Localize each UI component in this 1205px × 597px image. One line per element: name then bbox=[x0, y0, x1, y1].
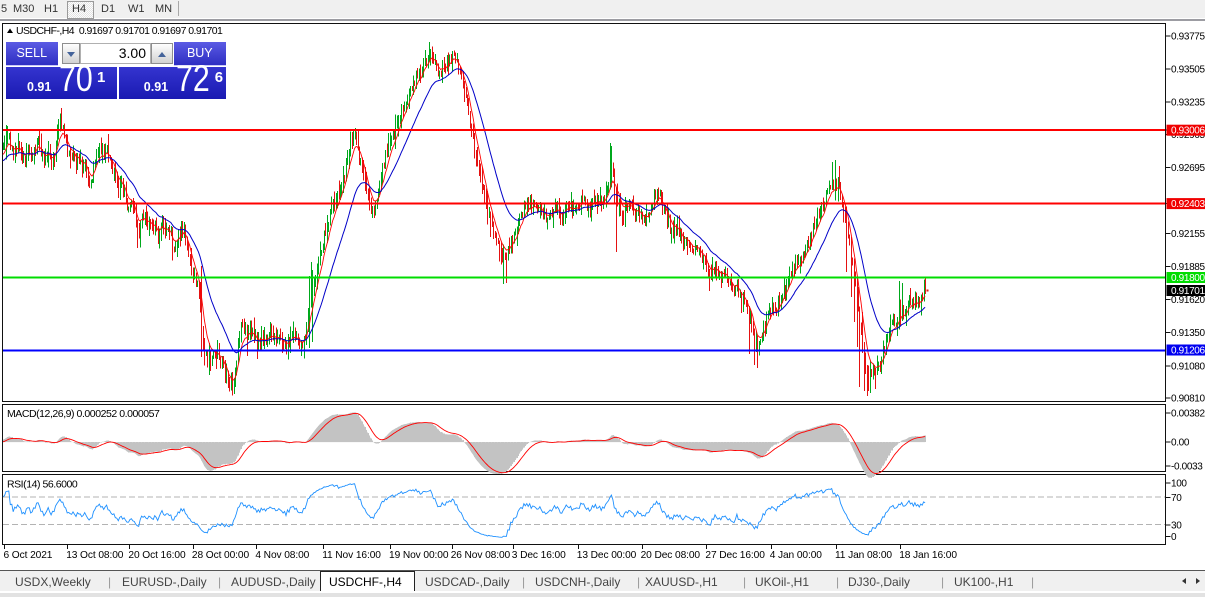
svg-text:0.92403: 0.92403 bbox=[1171, 199, 1205, 210]
svg-text:-0.0033: -0.0033 bbox=[1171, 462, 1203, 473]
svg-text:11 Jan 08:00: 11 Jan 08:00 bbox=[835, 550, 892, 561]
svg-text:0.91350: 0.91350 bbox=[1171, 328, 1205, 339]
svg-text:30: 30 bbox=[1171, 520, 1182, 531]
svg-text:USDCHF-,H4 0.91697 0.91701 0.: USDCHF-,H4 0.91697 0.91701 0.91697 0.917… bbox=[16, 25, 223, 37]
svg-text:28 Oct 00:00: 28 Oct 00:00 bbox=[192, 550, 250, 561]
svg-text:13 Oct 08:00: 13 Oct 08:00 bbox=[66, 550, 124, 561]
svg-text:0.91701: 0.91701 bbox=[1171, 286, 1205, 297]
svg-text:0.91800: 0.91800 bbox=[1171, 273, 1205, 284]
svg-text:0.93505: 0.93505 bbox=[1171, 64, 1205, 75]
svg-text:13 Dec 00:00: 13 Dec 00:00 bbox=[577, 550, 637, 561]
svg-text:0.92155: 0.92155 bbox=[1171, 229, 1205, 240]
svg-text:0.92695: 0.92695 bbox=[1171, 163, 1205, 174]
svg-text:6 Oct 2021: 6 Oct 2021 bbox=[4, 550, 53, 561]
svg-text:100: 100 bbox=[1171, 479, 1187, 490]
svg-text:0.91080: 0.91080 bbox=[1171, 361, 1205, 372]
svg-text:19 Nov 00:00: 19 Nov 00:00 bbox=[389, 550, 449, 561]
svg-text:4 Nov 08:00: 4 Nov 08:00 bbox=[255, 550, 309, 561]
svg-text:0.91206: 0.91206 bbox=[1171, 346, 1205, 357]
svg-text:26 Nov 08:00: 26 Nov 08:00 bbox=[451, 550, 511, 561]
svg-text:0.93006: 0.93006 bbox=[1171, 126, 1205, 137]
svg-text:RSI(14) 56.6000: RSI(14) 56.6000 bbox=[7, 479, 78, 491]
svg-text:0: 0 bbox=[1171, 532, 1177, 543]
svg-text:3 Dec 16:00: 3 Dec 16:00 bbox=[512, 550, 566, 561]
svg-text:70: 70 bbox=[1171, 493, 1182, 504]
svg-text:20 Dec 08:00: 20 Dec 08:00 bbox=[641, 550, 701, 561]
svg-text:0.00: 0.00 bbox=[1171, 438, 1190, 449]
svg-text:27 Dec 16:00: 27 Dec 16:00 bbox=[705, 550, 765, 561]
svg-text:18 Jan 16:00: 18 Jan 16:00 bbox=[899, 550, 957, 561]
svg-text:0.00382: 0.00382 bbox=[1171, 409, 1205, 420]
svg-text:20 Oct 16:00: 20 Oct 16:00 bbox=[128, 550, 186, 561]
svg-text:0.91885: 0.91885 bbox=[1171, 262, 1205, 273]
svg-text:4 Jan 00:00: 4 Jan 00:00 bbox=[770, 550, 823, 561]
svg-text:0.93775: 0.93775 bbox=[1171, 32, 1205, 43]
svg-text:MACD(12,26,9) 0.000252 0.00005: MACD(12,26,9) 0.000252 0.000057 bbox=[7, 408, 160, 420]
svg-text:0.90810: 0.90810 bbox=[1171, 394, 1205, 405]
svg-text:0.93235: 0.93235 bbox=[1171, 97, 1205, 108]
svg-text:11 Nov 16:00: 11 Nov 16:00 bbox=[322, 550, 381, 561]
